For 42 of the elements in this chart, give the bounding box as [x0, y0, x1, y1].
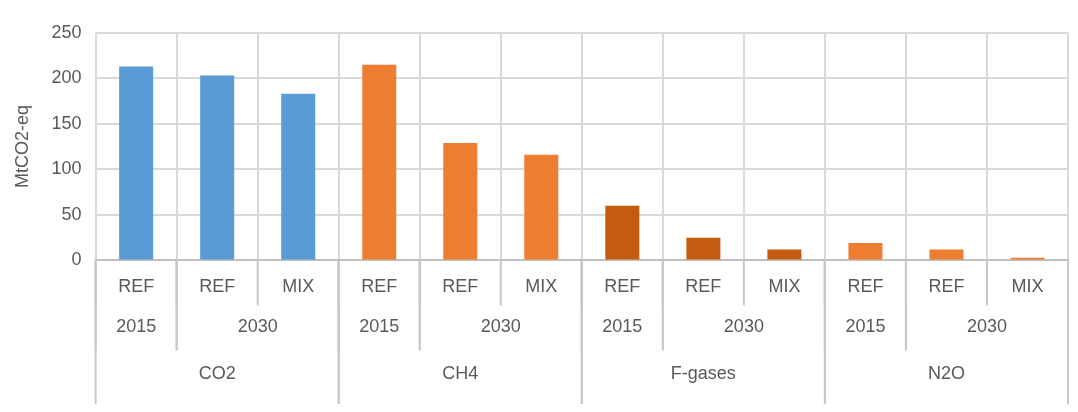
x-tick-label: MIX	[1011, 276, 1044, 297]
x-tick-label: REF	[442, 276, 479, 297]
x-tick-label: REF	[199, 276, 236, 297]
bar	[200, 75, 235, 260]
x-tick-label: MIX	[768, 276, 801, 297]
text: CO2	[198, 363, 236, 384]
x-tick-label: REF	[361, 276, 398, 297]
bar	[686, 237, 721, 260]
y-tick-label: 200	[51, 67, 82, 88]
x-tick-label: REF	[685, 276, 722, 297]
text: 2015	[359, 316, 400, 337]
bar	[443, 142, 478, 260]
bar	[362, 64, 397, 260]
bar	[605, 205, 640, 260]
text: N2O	[927, 363, 965, 384]
bar	[119, 66, 154, 260]
text: CH4	[442, 363, 479, 384]
x-tick-label: REF	[847, 276, 884, 297]
x-tick-label: MIX	[525, 276, 558, 297]
y-tick-label: 50	[61, 203, 82, 224]
text: F-gases	[670, 363, 736, 384]
bar	[767, 249, 802, 260]
y-tick-label: 150	[51, 112, 82, 133]
text: 2030	[237, 316, 278, 337]
text: 2030	[723, 316, 764, 337]
y-axis-title: MtCO2-eq	[11, 105, 32, 189]
bar	[281, 93, 316, 260]
y-tick-label: 0	[71, 249, 82, 270]
text: 2030	[480, 316, 521, 337]
bar	[524, 154, 559, 260]
x-tick-label: MIX	[282, 276, 315, 297]
text: 2015	[602, 316, 643, 337]
text: 2015	[845, 316, 886, 337]
x-tick-label: REF	[928, 276, 965, 297]
text: 2030	[966, 316, 1007, 337]
y-tick-label: 100	[51, 158, 82, 179]
x-tick-label: REF	[118, 276, 155, 297]
text: 2015	[116, 316, 157, 337]
x-tick-label: REF	[604, 276, 641, 297]
bar	[848, 243, 883, 260]
bar	[929, 249, 964, 260]
y-tick-label: 250	[51, 21, 82, 42]
